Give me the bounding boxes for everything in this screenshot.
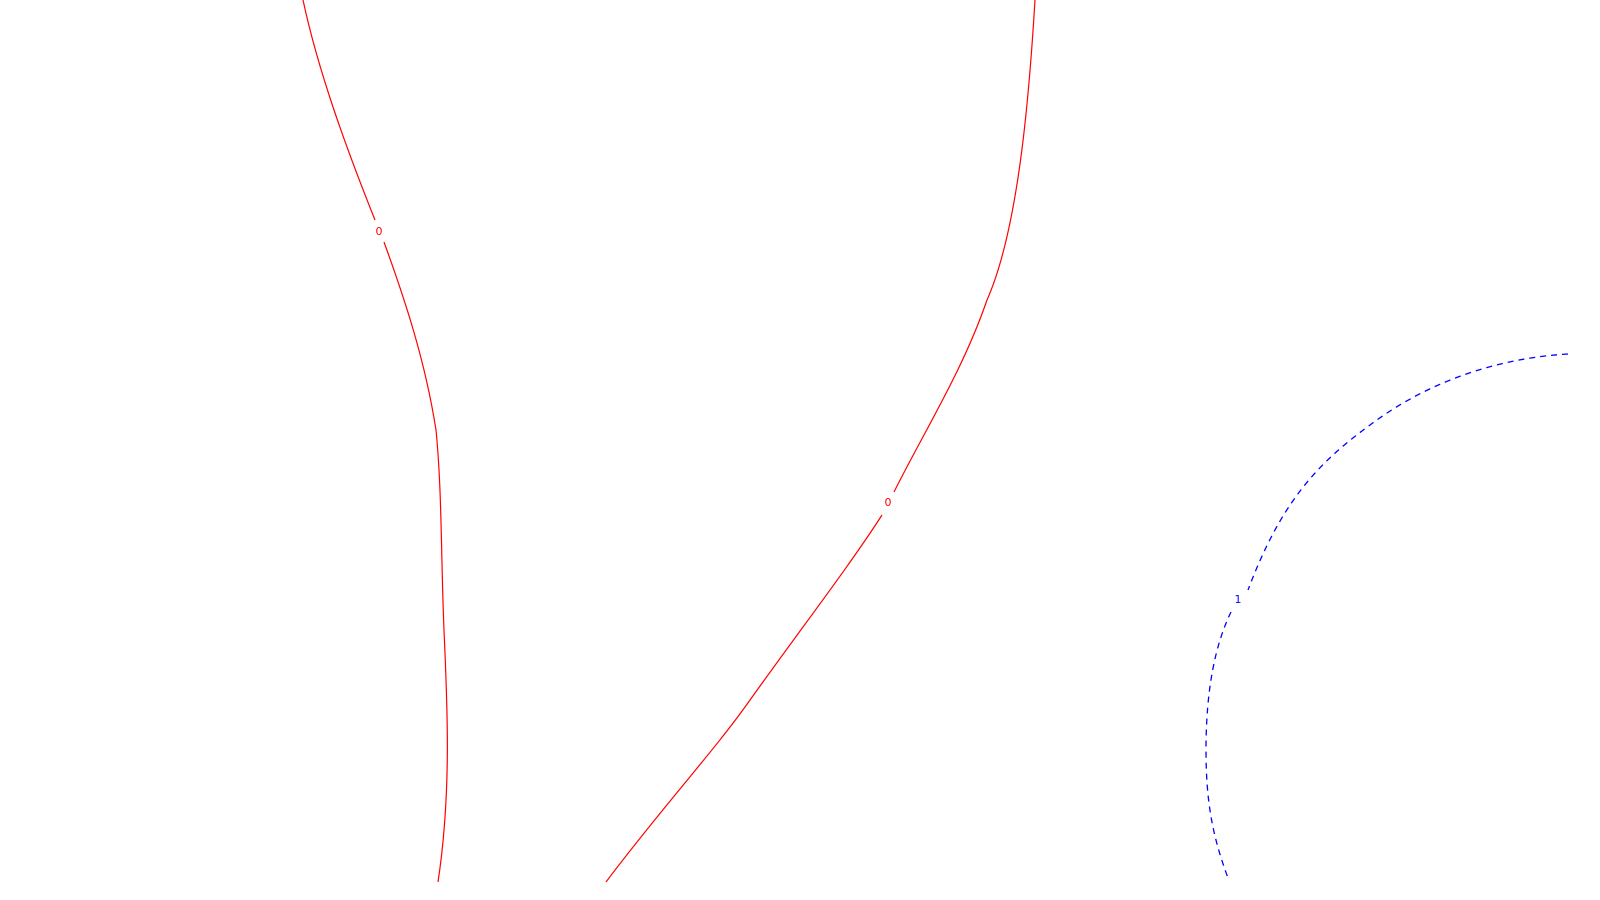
contour-label-level-1: 1 xyxy=(1235,593,1242,606)
contour-line-level-1 xyxy=(1205,353,1569,879)
contour-label-level-0: 0 xyxy=(376,225,383,238)
contour-line-level-0-left xyxy=(302,0,448,883)
contour-label-level-0: 0 xyxy=(885,496,892,509)
contour-line-level-0-right xyxy=(605,0,1036,883)
